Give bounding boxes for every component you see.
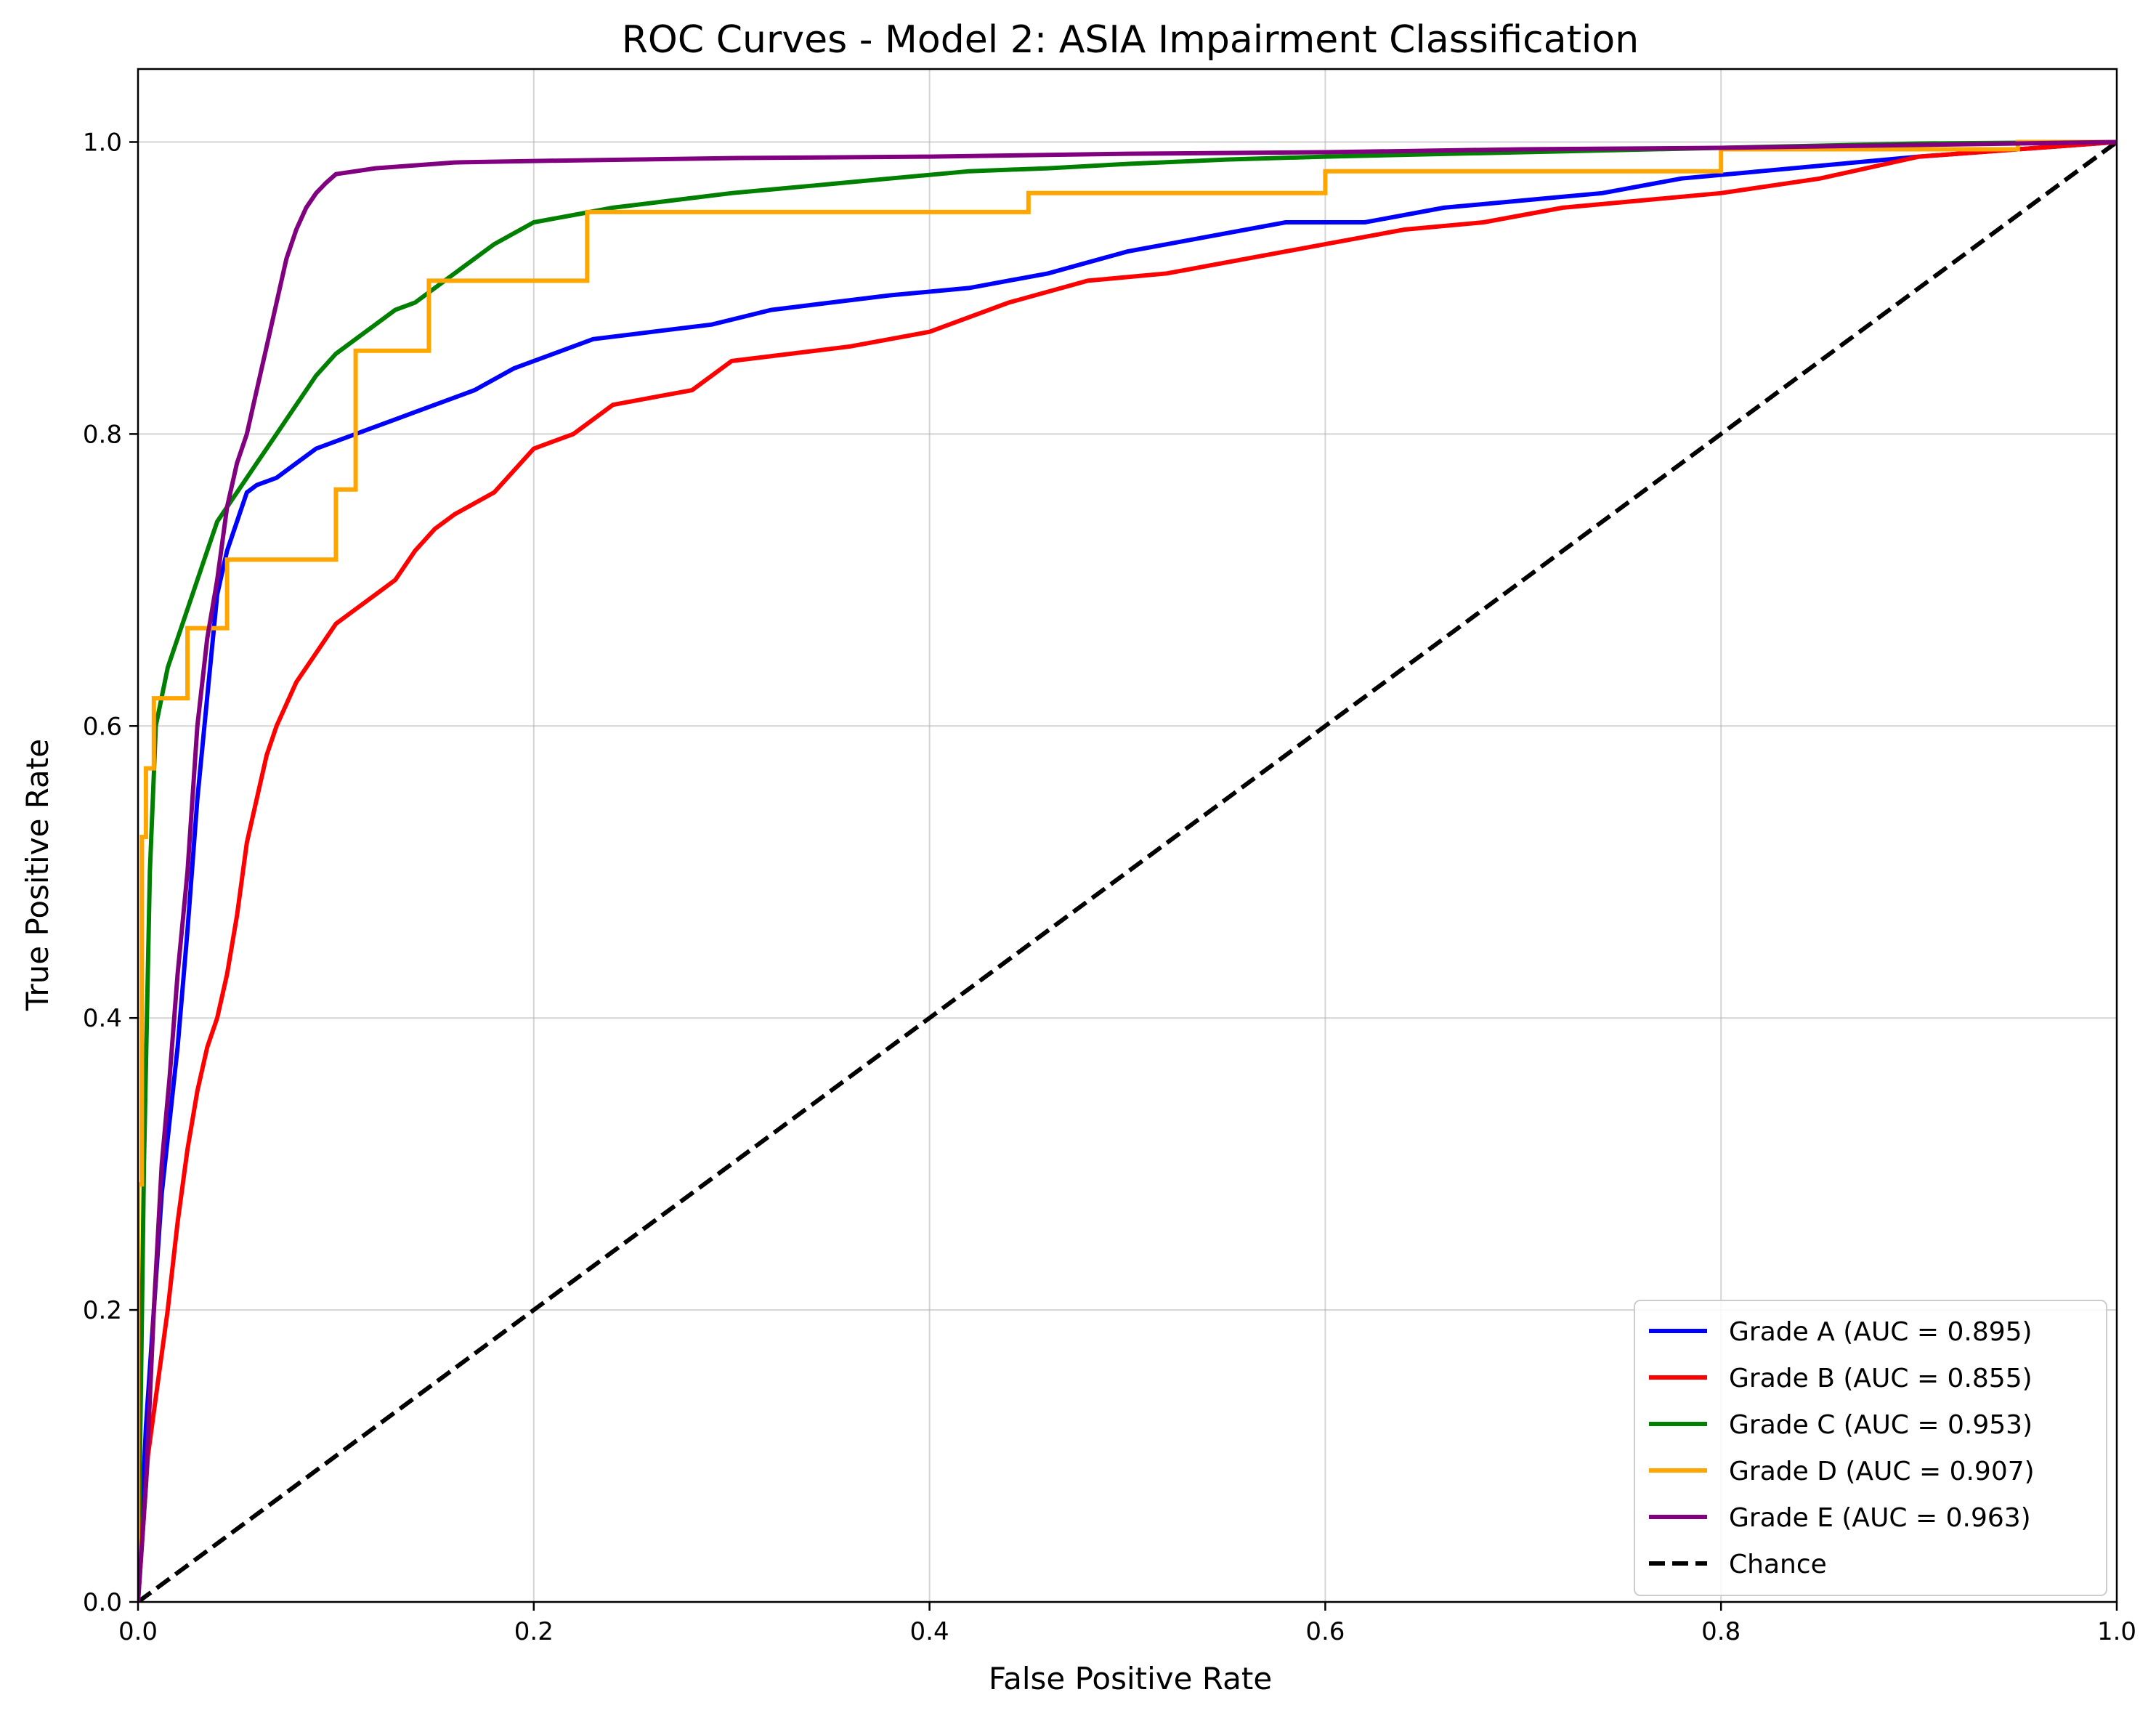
legend-entry-label: Grade E (AUC = 0.963) — [1729, 1503, 2031, 1533]
series-line-grade-b — [138, 139, 2117, 1602]
x-tick-label: 0.6 — [1305, 1617, 1345, 1646]
legend-entry-label: Grade B (AUC = 0.855) — [1729, 1364, 2033, 1393]
y-axis-label: True Positive Rate — [20, 739, 55, 1011]
x-tick-label: 1.0 — [2097, 1617, 2136, 1646]
y-tick-label: 0.4 — [83, 1004, 122, 1033]
legend-entry-label: Grade D (AUC = 0.907) — [1729, 1457, 2035, 1486]
chart-title: ROC Curves - Model 2: ASIA Impairment Cl… — [622, 18, 1639, 62]
x-tick-label: 0.0 — [118, 1617, 158, 1646]
x-tick-label: 0.4 — [910, 1617, 949, 1646]
plot-frame — [137, 68, 2118, 1603]
legend: Grade A (AUC = 0.895) Grade B (AUC = 0.85… — [1634, 1300, 2107, 1596]
legend-entry-label: Grade C (AUC = 0.953) — [1729, 1410, 2033, 1440]
tick-layer: 0.0 0.2 0.4 0.6 0.8 1.0 0.0 0.2 0.4 0.6 0.8 1.0 — [83, 128, 2136, 1646]
y-tick-label: 0.0 — [83, 1588, 122, 1617]
x-tick-label: 0.8 — [1701, 1617, 1740, 1646]
legend-entry-label: Grade A (AUC = 0.895) — [1729, 1317, 2033, 1347]
y-tick-label: 1.0 — [83, 128, 122, 157]
series-line-grade-c — [138, 139, 2117, 1602]
y-tick-label: 0.8 — [83, 420, 122, 449]
y-tick-label: 0.6 — [83, 712, 122, 741]
series-layer — [138, 139, 2117, 1602]
series-line-chance — [138, 140, 2117, 1602]
series-line-grade-a — [138, 139, 2117, 1602]
x-tick-label: 0.2 — [514, 1617, 554, 1646]
series-line-grade-e — [138, 139, 2117, 1602]
grid-layer — [137, 69, 2118, 1603]
legend-entry-label: Chance — [1729, 1550, 1827, 1579]
legend-box — [1634, 1300, 2107, 1596]
y-tick-label: 0.2 — [83, 1296, 122, 1325]
series-line-grade-d — [138, 139, 2117, 1602]
x-axis-label: False Positive Rate — [989, 1661, 1272, 1696]
